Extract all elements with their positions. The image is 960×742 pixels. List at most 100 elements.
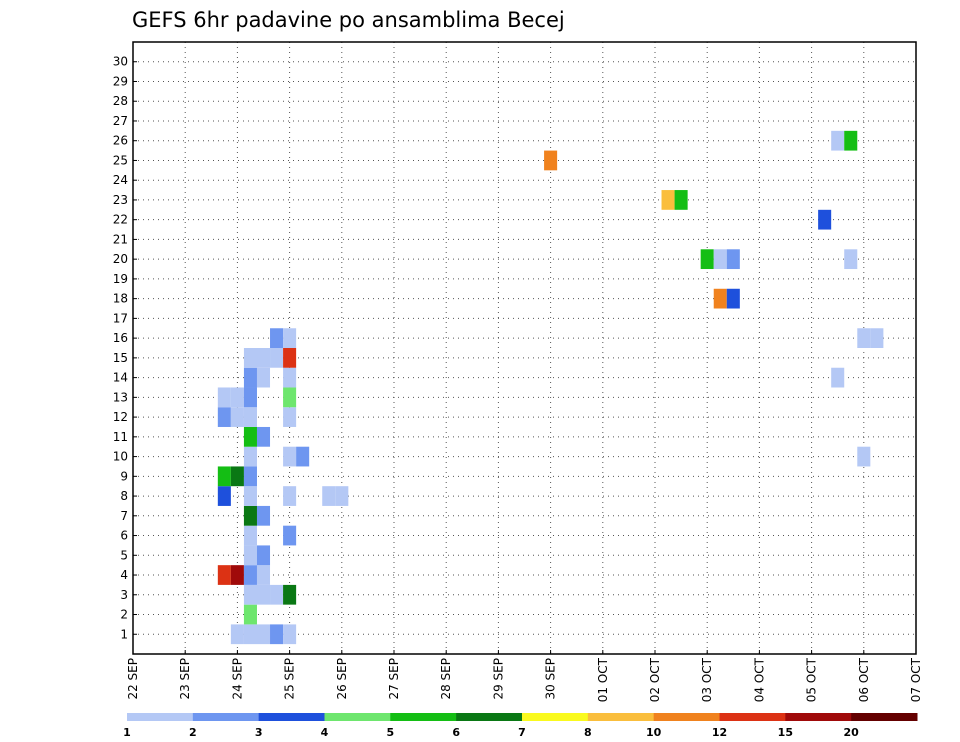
heatmap-cell: [230, 407, 244, 427]
heatmap-cell: [243, 426, 257, 447]
heatmap-cell: [700, 249, 714, 270]
heatmap-cell: [256, 624, 271, 645]
x-tick-label: 05 OCT: [805, 657, 819, 702]
heatmap-cell: [283, 367, 297, 388]
heatmap-cell: [283, 348, 297, 368]
x-tick-label: 29 SEP: [491, 658, 505, 700]
heatmap-cell: [217, 565, 231, 585]
colorbar-swatch: [522, 713, 589, 721]
colorbar-swatch: [192, 713, 260, 721]
y-tick-label: 15: [113, 351, 128, 365]
heatmap-cell: [283, 525, 297, 546]
heatmap-cell: [256, 348, 271, 368]
x-tick-label: 27 SEP: [387, 658, 401, 700]
y-tick-label: 18: [113, 292, 128, 306]
colorbar-swatch: [456, 713, 523, 721]
heatmap-cell: [256, 584, 271, 605]
y-tick-labels: 1234567891011121314151617181920212223242…: [113, 55, 137, 641]
colorbar-swatch: [390, 713, 457, 721]
heatmap-cell: [296, 446, 310, 467]
y-tick-label: 17: [113, 311, 128, 325]
heatmap-cell: [283, 486, 297, 506]
y-tick-label: 8: [120, 489, 128, 503]
colorbar-label: 12: [712, 726, 727, 739]
y-tick-label: 28: [113, 94, 128, 108]
heatmap-cell: [243, 446, 257, 467]
heatmap-cell: [726, 288, 740, 309]
x-tick-label: 26 SEP: [335, 658, 349, 700]
heatmap-cell: [243, 584, 257, 605]
colorbar-label: 10: [646, 726, 662, 739]
heatmap-cell: [243, 486, 257, 506]
y-tick-label: 27: [113, 114, 128, 128]
heatmap-cell: [857, 328, 871, 348]
y-tick-label: 21: [113, 232, 128, 246]
x-tick-label: 25 SEP: [283, 658, 297, 700]
heatmap-cell: [844, 249, 858, 270]
y-tick-label: 20: [113, 252, 128, 266]
heatmap-cell: [230, 565, 244, 585]
y-tick-label: 3: [120, 588, 128, 602]
y-tick-label: 24: [113, 173, 128, 187]
colorbar-label: 7: [518, 726, 526, 739]
colorbar-label: 8: [584, 726, 592, 739]
heatmap-cell: [256, 565, 271, 585]
heatmap-cell: [243, 545, 257, 566]
heatmap-cell: [243, 466, 257, 487]
heatmap-cell: [256, 505, 271, 526]
x-tick-label: 04 OCT: [752, 657, 766, 702]
colorbar-label: 5: [387, 726, 395, 739]
y-tick-label: 19: [113, 272, 128, 286]
y-tick-label: 23: [113, 193, 128, 207]
y-tick-label: 7: [120, 509, 128, 523]
y-tick-label: 11: [113, 430, 128, 444]
heatmap-cell: [857, 446, 871, 467]
heatmap-cell: [713, 249, 727, 270]
heatmap-cell: [726, 249, 740, 270]
heatmap-cell: [256, 545, 271, 566]
heatmap-cell: [217, 466, 231, 487]
heatmap-cell: [243, 624, 257, 645]
heatmap-cell: [243, 525, 257, 546]
heatmap-cell: [243, 387, 257, 408]
x-tick-label: 07 OCT: [909, 657, 923, 702]
heatmap-cell: [831, 367, 845, 388]
y-tick-label: 5: [120, 548, 128, 562]
y-tick-label: 12: [113, 410, 128, 424]
colorbar-label: 3: [255, 726, 263, 739]
x-tick-labels: 22 SEP 23 SEP 24 SEP 25 SEP 26 SEP 27 SEP 28 S…: [126, 650, 923, 702]
colorbar-label: 15: [778, 726, 793, 739]
y-tick-label: 1: [120, 627, 128, 641]
colorbar-swatch: [719, 713, 786, 721]
heatmap-cell: [283, 387, 297, 408]
heatmap-cell: [831, 130, 845, 151]
heatmap-cell: [243, 407, 257, 427]
heatmap-cell: [230, 387, 244, 408]
colorbar: 1 2 3 4 5 6 7 8 10 12 15 20: [123, 713, 918, 739]
heatmap-cell: [283, 446, 297, 467]
x-tick-label: 02 OCT: [648, 657, 662, 702]
colorbar-swatch: [127, 713, 194, 721]
heatmap-cell: [818, 209, 832, 230]
heatmap-cell: [283, 624, 297, 645]
heatmap-cell: [270, 348, 284, 368]
y-tick-label: 29: [113, 74, 128, 88]
colorbar-swatch: [785, 713, 852, 721]
heatmap-cell: [243, 367, 257, 388]
y-tick-label: 13: [113, 390, 128, 404]
x-tick-label: 24 SEP: [230, 658, 244, 700]
chart-title: GEFS 6hr padavine po ansamblima Becej: [132, 8, 565, 32]
colorbar-label: 4: [321, 726, 329, 739]
heatmap-cell: [283, 328, 297, 348]
heatmap-cell: [230, 624, 244, 645]
heatmap-cell: [674, 190, 688, 210]
y-tick-label: 25: [113, 153, 128, 167]
heatmap-cell: [217, 407, 231, 427]
heatmap-cells: [217, 130, 884, 645]
colorbar-swatch: [324, 713, 391, 721]
heatmap-cell: [270, 584, 284, 605]
colorbar-label: 2: [189, 726, 197, 739]
heatmap-cell: [870, 328, 884, 348]
heatmap-cell: [844, 130, 858, 151]
heatmap-cell: [283, 407, 297, 427]
